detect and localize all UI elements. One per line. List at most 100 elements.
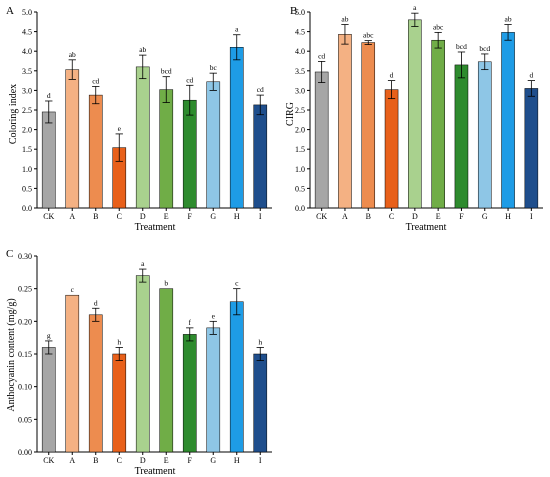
panel-a-bar-F: [182, 99, 197, 209]
panel-a-significance-label-A: ab: [69, 50, 76, 59]
panel-a-ytick-label: 4.5: [22, 28, 32, 37]
panel-b-bar-F: [454, 64, 469, 209]
panel-b-xtick-label: B: [366, 212, 371, 221]
panel-b-ytick-label: 2.5: [295, 106, 305, 115]
panel-c-bar-F: [182, 334, 197, 453]
panel-c: C Anthocyanin content (mg/g) Treatment 0…: [6, 248, 272, 477]
panel-a-ytick-label: 3.0: [22, 86, 32, 95]
panel-b-xtick-label: CK: [316, 212, 327, 221]
panel-a-significance-label-I: cd: [257, 85, 264, 94]
panel-b-bar-I: [524, 88, 539, 209]
panel-b-xtick-label: H: [505, 212, 511, 221]
panel-a-xtick-label: H: [234, 212, 240, 221]
panel-b-significance-label-CK: cd: [318, 51, 325, 60]
panel-b-xtick-label: D: [412, 212, 418, 221]
panel-a-ytick-label: 0.0: [22, 204, 32, 213]
panel-c-ytick-label: 0.10: [18, 383, 32, 392]
panel-b-ytick-label: 3.5: [295, 67, 305, 76]
panel-b-bar-A: [338, 34, 352, 209]
panel-a-ytick-label: 5.0: [22, 8, 32, 17]
panel-c-significance-label-CK: g: [47, 331, 51, 340]
panel-b-ytick-label: 4.0: [295, 47, 305, 56]
panel-a: A Coloring index Treatment 0.0 0.5 1.0 1.5 2…: [6, 5, 272, 233]
panel-b-significance-label-F: bcd: [456, 42, 467, 51]
panel-a-xtick-label: CK: [43, 212, 54, 221]
panel-a-ytick-label: 0.5: [22, 184, 32, 193]
panel-b-significance-label-A: ab: [341, 15, 348, 24]
panel-c-significance-label-H: c: [235, 279, 239, 288]
panel-b-xtick-label: E: [436, 212, 441, 221]
panel-b-ytick-label: 5.0: [295, 8, 305, 17]
panel-b-letter: B: [290, 5, 297, 17]
panel-c-xtick-label: CK: [43, 456, 54, 465]
panel-a-ytick-label: 3.5: [22, 67, 32, 76]
panel-c-bar-C: [112, 353, 127, 453]
panel-a-ytick-label: 4.0: [22, 47, 32, 56]
panel-a-xtick-label: D: [140, 212, 146, 221]
panel-c-xlabel: Treatment: [135, 466, 176, 477]
panel-a-ytick-label: 2.5: [22, 106, 32, 115]
panel-a-significance-label-CK: d: [47, 91, 51, 100]
panel-b-ytick-label: 1.0: [295, 165, 305, 174]
panel-a-ylabel: Coloring index: [8, 84, 19, 144]
panel-c-bar-G: [206, 327, 221, 453]
panel-c-ytick-label: 0.00: [18, 448, 32, 457]
panel-a-bar-H: [229, 47, 244, 209]
panel-a-xtick-label: A: [69, 212, 75, 221]
panel-b-ytick-label: 0.5: [295, 184, 305, 193]
panel-b-xlabel: Treatment: [406, 222, 447, 233]
panel-c-significance-label-G: e: [212, 311, 216, 320]
panel-a-ytick-label: 1.5: [22, 145, 32, 154]
panel-c-letter: C: [6, 248, 13, 260]
panel-b-bar-CK: [314, 71, 329, 209]
panel-c-bar-D: [135, 275, 150, 453]
panel-a-bar-G: [206, 81, 221, 209]
panel-b: B CIRG Treatment 0.0 0.5 1.0 1.5 2.0 2.5 3.0 3.…: [285, 3, 543, 233]
panel-c-significance-label-E: b: [164, 279, 168, 288]
panel-a-bar-E: [159, 89, 174, 209]
panel-c-bar-A: [65, 294, 80, 453]
panel-a-bar-D: [135, 66, 150, 209]
panel-c-xtick-label: B: [93, 456, 98, 465]
panel-c-ytick-label: 0.15: [18, 350, 32, 359]
panel-b-significance-label-G: bcd: [479, 44, 490, 53]
panel-c-ylabel: Anthocyanin content (mg/g): [6, 298, 17, 411]
panel-a-significance-label-G: bc: [210, 63, 218, 72]
panel-a-significance-label-B: cd: [92, 76, 99, 85]
panel-b-ytick-label: 0.0: [295, 204, 305, 213]
panel-c-significance-label-D: a: [141, 259, 145, 268]
panel-c-xtick-label: H: [234, 456, 240, 465]
panel-c-xtick-label: D: [140, 456, 146, 465]
panel-a-bar-B: [88, 94, 103, 209]
panel-c-bar-H: [229, 301, 244, 453]
panel-a-xtick-label: B: [93, 212, 98, 221]
panel-b-bar-C: [384, 89, 399, 209]
panel-c-xtick-label: I: [259, 456, 262, 465]
panel-c-significance-label-I: h: [258, 337, 262, 346]
panel-a-significance-label-H: a: [235, 25, 239, 34]
panel-b-xtick-label: C: [389, 212, 394, 221]
panel-c-bar-I: [253, 353, 268, 453]
panel-b-bar-B: [361, 42, 376, 209]
panel-c-significance-label-A: c: [71, 285, 75, 294]
panel-c-xtick-label: A: [69, 456, 75, 465]
panel-b-xtick-label: A: [342, 212, 348, 221]
panel-c-xtick-label: G: [210, 456, 216, 465]
panel-b-xtick-label: G: [482, 212, 488, 221]
panel-b-significance-label-C: d: [390, 71, 394, 80]
panel-c-bar-B: [88, 314, 103, 453]
panel-b-ylabel: CIRG: [285, 102, 296, 126]
panel-b-significance-label-H: ab: [505, 15, 512, 24]
panel-a-ytick-label: 2.0: [22, 126, 32, 135]
panel-a-significance-label-D: ab: [139, 45, 146, 54]
panel-c-xtick-label: E: [164, 456, 169, 465]
panel-b-bar-G: [477, 61, 492, 209]
panel-c-bar-CK: [41, 347, 56, 453]
panel-a-xlabel: Treatment: [135, 222, 176, 233]
panel-c-ytick-label: 0.20: [18, 317, 32, 326]
panel-c-xtick-label: F: [188, 456, 193, 465]
panel-a-ytick-label: 1.0: [22, 165, 32, 174]
panel-b-significance-label-D: a: [413, 3, 417, 12]
panel-a-xtick-label: G: [210, 212, 216, 221]
